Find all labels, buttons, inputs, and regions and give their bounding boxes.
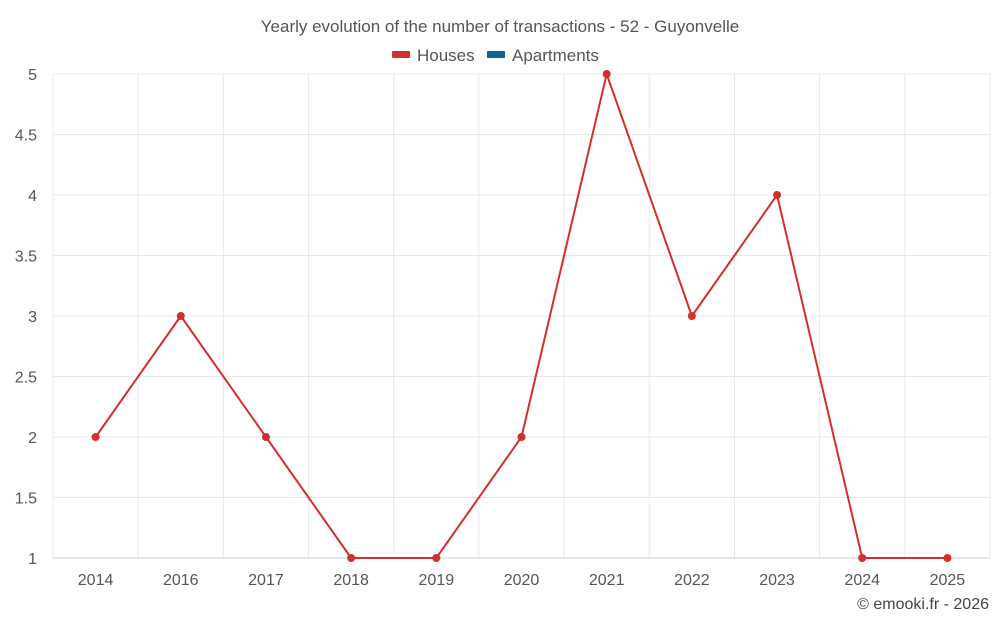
x-tick-label: 2019 — [419, 572, 455, 589]
y-tick-label: 1 — [28, 551, 37, 568]
legend-swatch-houses — [392, 51, 410, 58]
x-tick-label: 2025 — [930, 572, 966, 589]
y-tick-label: 2 — [28, 430, 37, 447]
x-tick-label: 2021 — [589, 572, 625, 589]
y-tick-label: 3.5 — [15, 249, 37, 266]
data-point[interactable] — [176, 312, 185, 320]
data-point[interactable] — [517, 433, 526, 441]
legend-item-houses[interactable]: Houses — [392, 46, 475, 65]
data-point[interactable] — [432, 554, 441, 562]
legend-label-apartments: Apartments — [512, 46, 599, 65]
data-point[interactable] — [602, 70, 611, 78]
data-point[interactable] — [261, 433, 270, 441]
y-tick-label: 1.5 — [15, 491, 37, 508]
x-tick-label: 2016 — [163, 572, 199, 589]
legend: Houses Apartments — [392, 46, 599, 65]
credit-text: © emooki.fr - 2026 — [857, 596, 989, 613]
data-point[interactable] — [687, 312, 696, 320]
x-tick-label: 2022 — [674, 572, 710, 589]
x-tick-label: 2020 — [504, 572, 540, 589]
y-tick-label: 4 — [28, 188, 37, 205]
gridlines — [52, 73, 991, 558]
x-tick-label: 2017 — [248, 572, 284, 589]
legend-swatch-apartments — [487, 51, 505, 58]
x-tick-label: 2018 — [333, 572, 369, 589]
chart-title: Yearly evolution of the number of transa… — [261, 17, 739, 36]
x-tick-label: 2023 — [759, 572, 795, 589]
data-point[interactable] — [773, 191, 782, 199]
y-tick-label: 5 — [28, 67, 37, 84]
y-tick-label: 4.5 — [15, 128, 37, 145]
x-tick-label: 2014 — [78, 572, 114, 589]
data-point[interactable] — [91, 433, 100, 441]
data-point[interactable] — [943, 554, 952, 562]
x-tick-label: 2024 — [844, 572, 880, 589]
y-axis: 1 1.5 2 2.5 3 3.5 4 4.5 5 — [15, 67, 37, 568]
legend-label-houses: Houses — [417, 46, 475, 65]
y-tick-label: 2.5 — [15, 370, 37, 387]
series-houses — [91, 70, 952, 562]
legend-item-apartments[interactable]: Apartments — [487, 46, 599, 65]
y-tick-label: 3 — [28, 309, 37, 326]
data-point[interactable] — [347, 554, 356, 562]
x-axis: 2014 2016 2017 2018 2019 2020 2021 2022 2023 2024… — [53, 557, 990, 589]
data-point[interactable] — [858, 554, 867, 562]
